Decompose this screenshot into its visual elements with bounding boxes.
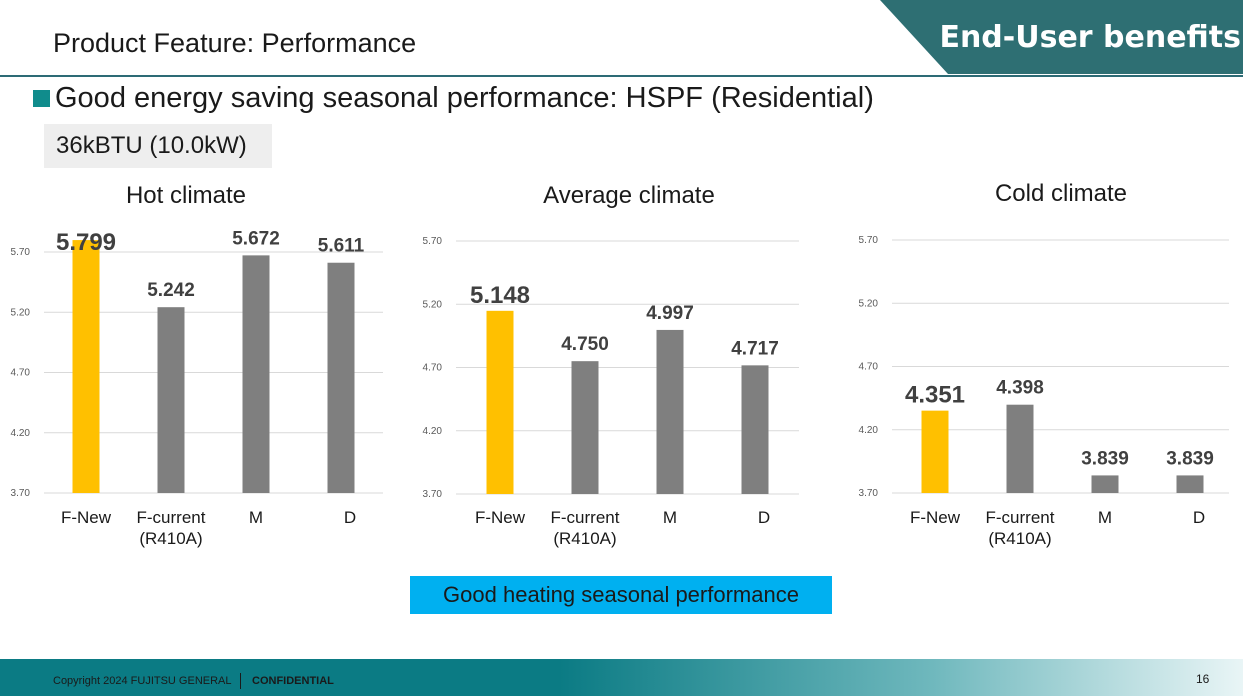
chart-title-cold: Cold climate xyxy=(994,180,1128,207)
y-tick-label: 3.70 xyxy=(11,488,31,499)
bar-f-new xyxy=(72,240,100,493)
data-label: 5.799 xyxy=(56,229,116,256)
data-label: 4.717 xyxy=(731,338,779,359)
title-divider xyxy=(0,75,1243,77)
bar-f-current xyxy=(157,307,185,493)
data-label: 5.672 xyxy=(232,228,280,249)
category-label: D xyxy=(758,508,770,527)
y-tick-label: 5.20 xyxy=(859,298,879,309)
page-number: 16 xyxy=(1196,672,1210,686)
data-label: 4.997 xyxy=(646,303,694,324)
category-label: D xyxy=(344,508,356,527)
data-label: 3.839 xyxy=(1081,448,1129,469)
bar-m xyxy=(242,255,270,493)
bar-m xyxy=(1091,475,1119,493)
data-label: 4.351 xyxy=(905,382,965,409)
bar-d xyxy=(1176,475,1204,493)
y-tick-label: 3.70 xyxy=(859,488,879,499)
slide-title: Product Feature: Performance xyxy=(53,28,417,58)
footer-bar xyxy=(0,659,1243,696)
footer-copyright: Copyright 2024 FUJITSU GENERAL xyxy=(53,675,232,687)
y-tick-label: 4.20 xyxy=(11,428,31,439)
y-tick-label: 5.70 xyxy=(423,236,443,247)
data-label: 4.750 xyxy=(561,334,609,355)
banner-shape xyxy=(880,0,1243,74)
y-tick-label: 4.70 xyxy=(423,363,443,374)
y-tick-label: 4.70 xyxy=(859,362,879,373)
category-label: F-current (R410A) xyxy=(551,508,620,548)
bar-d xyxy=(741,365,769,494)
chart-title-average: Average climate xyxy=(543,182,715,209)
data-label: 5.242 xyxy=(147,280,195,301)
y-tick-label: 3.70 xyxy=(423,489,443,500)
y-tick-label: 4.70 xyxy=(11,368,31,379)
y-tick-label: 4.20 xyxy=(423,426,443,437)
y-tick-label: 5.20 xyxy=(423,299,443,310)
end-user-benefits-banner: End-User benefits xyxy=(880,0,1243,74)
category-label: F-New xyxy=(475,508,526,527)
banner-label: End-User benefits xyxy=(939,20,1241,55)
capacity-badge: 36kBTU (10.0kW) xyxy=(44,124,272,168)
footer-separator xyxy=(240,673,241,689)
category-label: F-current (R410A) xyxy=(137,508,206,548)
category-label: F-New xyxy=(61,508,112,527)
category-label: D xyxy=(1193,508,1205,527)
bar-f-current xyxy=(1006,404,1034,493)
category-label: M xyxy=(663,508,677,527)
category-label: F-current (R410A) xyxy=(986,508,1055,548)
bar-d xyxy=(327,262,355,493)
y-tick-label: 5.20 xyxy=(11,307,31,318)
bullet-square-icon xyxy=(33,90,50,107)
category-label: M xyxy=(249,508,263,527)
y-tick-label: 5.70 xyxy=(11,247,31,258)
callout-box: Good heating seasonal performance xyxy=(410,576,832,614)
bar-m xyxy=(656,329,684,494)
chart-title-hot: Hot climate xyxy=(125,182,247,209)
data-label: 5.611 xyxy=(318,236,365,257)
y-tick-label: 5.70 xyxy=(859,235,879,246)
category-label: F-New xyxy=(910,508,961,527)
bar-f-new xyxy=(486,310,514,494)
footer-confidential: CONFIDENTIAL xyxy=(252,675,334,687)
bar-f-new xyxy=(921,410,949,493)
data-label: 4.398 xyxy=(996,378,1044,399)
data-label: 5.148 xyxy=(470,282,530,309)
section-heading-text: Good energy saving seasonal performance:… xyxy=(55,82,874,114)
data-label: 3.839 xyxy=(1166,448,1214,469)
section-heading: Good energy saving seasonal performance:… xyxy=(33,82,874,115)
category-label: M xyxy=(1098,508,1112,527)
y-tick-label: 4.20 xyxy=(859,425,879,436)
bar-f-current xyxy=(571,361,599,494)
